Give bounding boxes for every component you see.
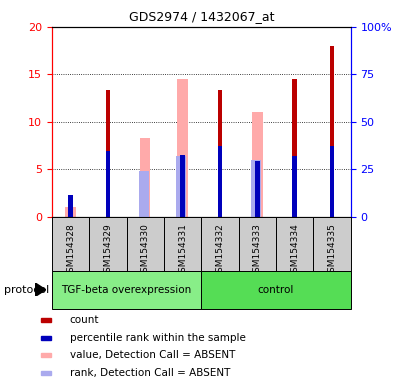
Bar: [106, 151, 110, 217]
Bar: [330, 146, 334, 217]
Bar: [65, 207, 76, 217]
Bar: [89, 217, 127, 271]
Bar: [41, 354, 51, 358]
Text: GSM154328: GSM154328: [66, 223, 75, 278]
Title: GDS2974 / 1432067_at: GDS2974 / 1432067_at: [129, 10, 274, 23]
Bar: [201, 217, 239, 271]
Bar: [139, 171, 149, 217]
Text: GSM154331: GSM154331: [178, 223, 187, 278]
Bar: [252, 113, 263, 217]
Bar: [313, 217, 351, 271]
Bar: [293, 156, 297, 217]
Bar: [276, 217, 313, 271]
Polygon shape: [35, 283, 46, 296]
Bar: [255, 161, 259, 217]
Text: GSM154329: GSM154329: [103, 223, 112, 278]
Text: control: control: [258, 285, 294, 295]
Bar: [181, 155, 185, 217]
Text: rank, Detection Call = ABSENT: rank, Detection Call = ABSENT: [70, 368, 230, 378]
Bar: [41, 371, 51, 375]
Bar: [293, 79, 297, 217]
Text: GSM154335: GSM154335: [327, 223, 337, 278]
Text: GSM154333: GSM154333: [253, 223, 262, 278]
Bar: [177, 79, 188, 217]
Text: GSM154330: GSM154330: [141, 223, 150, 278]
Text: TGF-beta overexpression: TGF-beta overexpression: [61, 285, 192, 295]
Bar: [218, 89, 222, 217]
Text: GSM154332: GSM154332: [215, 223, 225, 278]
Bar: [176, 156, 186, 217]
Text: count: count: [70, 315, 99, 325]
Bar: [41, 336, 51, 339]
Bar: [106, 89, 110, 217]
Bar: [68, 197, 73, 217]
Bar: [239, 217, 276, 271]
Bar: [127, 217, 164, 271]
Bar: [68, 195, 73, 217]
Bar: [140, 138, 151, 217]
Bar: [201, 271, 351, 309]
Text: value, Detection Call = ABSENT: value, Detection Call = ABSENT: [70, 351, 235, 361]
Bar: [330, 46, 334, 217]
Text: GSM154334: GSM154334: [290, 223, 299, 278]
Bar: [52, 217, 89, 271]
Text: percentile rank within the sample: percentile rank within the sample: [70, 333, 246, 343]
Bar: [218, 146, 222, 217]
Bar: [52, 271, 201, 309]
Bar: [41, 318, 51, 322]
Bar: [164, 217, 201, 271]
Bar: [251, 160, 261, 217]
Text: protocol: protocol: [4, 285, 49, 295]
